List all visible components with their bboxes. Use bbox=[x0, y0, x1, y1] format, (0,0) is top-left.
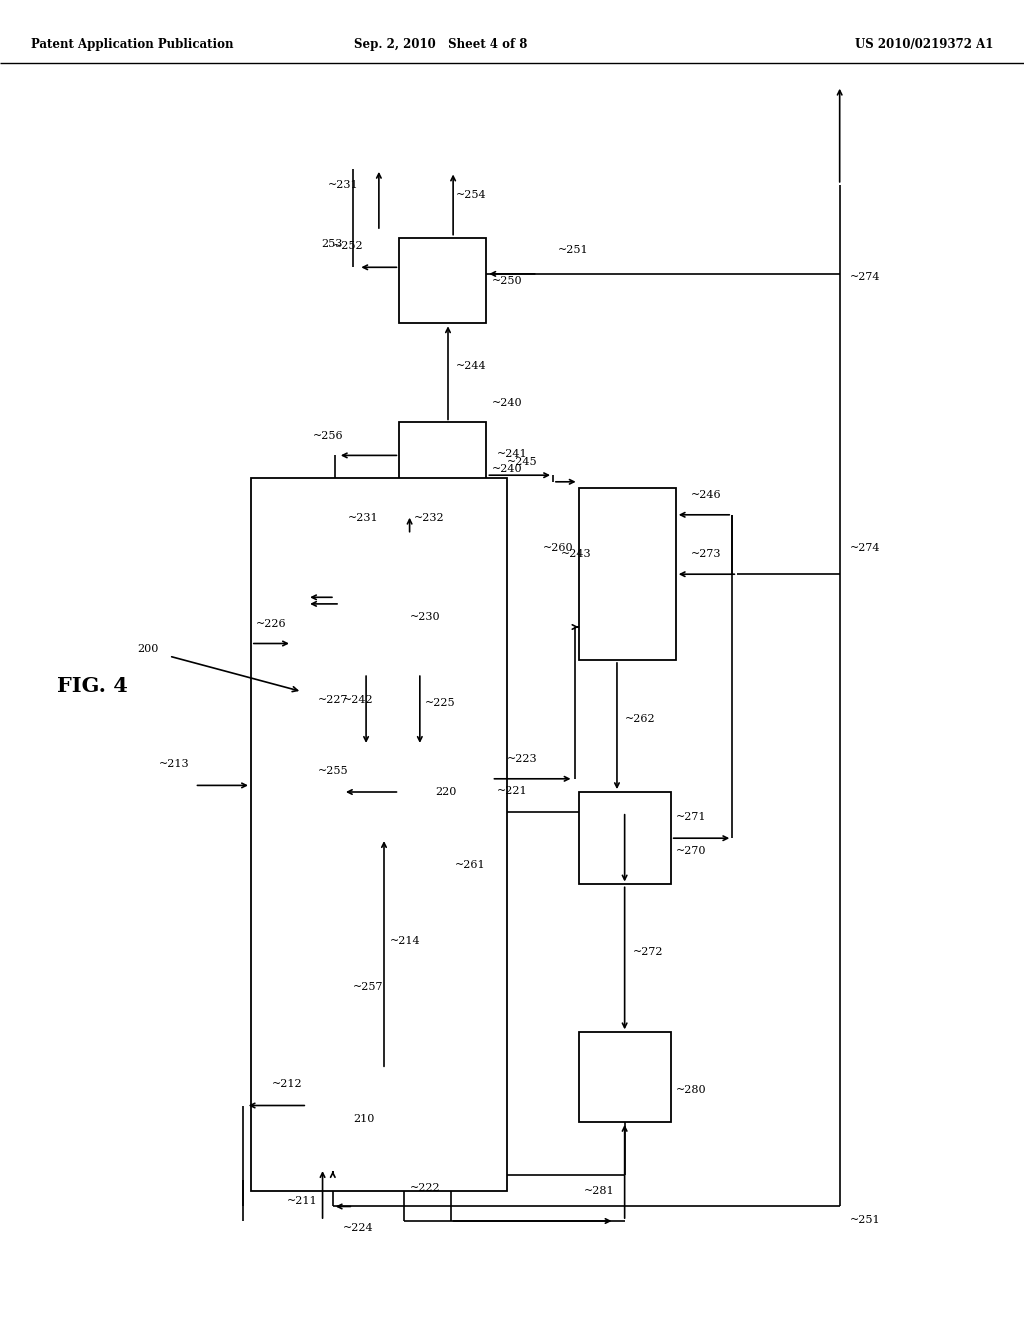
Text: ~243: ~243 bbox=[561, 549, 592, 560]
Text: FIG. 4: FIG. 4 bbox=[56, 676, 128, 697]
Text: ~230: ~230 bbox=[410, 612, 440, 622]
Text: ~221: ~221 bbox=[497, 785, 527, 796]
Text: ~242: ~242 bbox=[343, 694, 374, 705]
Bar bbox=[307, 535, 404, 673]
Text: ~281: ~281 bbox=[584, 1185, 614, 1196]
Text: ~224: ~224 bbox=[343, 1222, 374, 1233]
Text: ~225: ~225 bbox=[425, 698, 456, 708]
Text: ~231: ~231 bbox=[328, 180, 358, 190]
Text: 210: 210 bbox=[353, 1114, 374, 1123]
Text: 220: 220 bbox=[435, 787, 456, 797]
Bar bbox=[399, 238, 486, 323]
Text: ~241: ~241 bbox=[497, 449, 527, 459]
Text: ~231: ~231 bbox=[348, 513, 379, 523]
Text: ~274: ~274 bbox=[850, 272, 881, 282]
Text: ~232: ~232 bbox=[414, 513, 444, 523]
Bar bbox=[579, 792, 671, 884]
Text: ~274: ~274 bbox=[850, 543, 881, 553]
Text: ~271: ~271 bbox=[676, 812, 707, 822]
Text: ~214: ~214 bbox=[390, 936, 421, 945]
Text: ~252: ~252 bbox=[333, 242, 364, 251]
Text: ~261: ~261 bbox=[455, 859, 485, 870]
Text: ~244: ~244 bbox=[457, 362, 486, 371]
Bar bbox=[307, 1069, 420, 1168]
Text: ~251: ~251 bbox=[558, 246, 589, 255]
Bar bbox=[579, 488, 676, 660]
Text: 200: 200 bbox=[137, 644, 159, 653]
Bar bbox=[399, 422, 486, 515]
Text: US 2010/0219372 A1: US 2010/0219372 A1 bbox=[855, 38, 993, 51]
Text: ~250: ~250 bbox=[492, 276, 522, 285]
Bar bbox=[399, 746, 492, 838]
Text: ~256: ~256 bbox=[312, 430, 343, 441]
Text: Sep. 2, 2010   Sheet 4 of 8: Sep. 2, 2010 Sheet 4 of 8 bbox=[353, 38, 527, 51]
Text: ~226: ~226 bbox=[256, 619, 287, 628]
Text: ~251: ~251 bbox=[850, 1214, 881, 1225]
Bar bbox=[251, 478, 507, 1191]
Text: ~211: ~211 bbox=[287, 1196, 317, 1206]
Text: ~227: ~227 bbox=[317, 694, 348, 705]
Text: ~254: ~254 bbox=[457, 190, 486, 201]
Text: ~245: ~245 bbox=[507, 457, 538, 467]
Bar bbox=[579, 1032, 671, 1122]
Text: ~262: ~262 bbox=[625, 714, 655, 725]
Text: ~280: ~280 bbox=[676, 1085, 707, 1096]
Text: ~223: ~223 bbox=[507, 754, 538, 764]
Text: ~246: ~246 bbox=[691, 490, 722, 500]
Text: ~270: ~270 bbox=[676, 846, 707, 857]
Text: ~222: ~222 bbox=[410, 1183, 440, 1193]
Text: ~260: ~260 bbox=[543, 543, 573, 553]
Text: ~240: ~240 bbox=[492, 397, 522, 408]
Text: ~240: ~240 bbox=[492, 463, 522, 474]
Text: ~257: ~257 bbox=[353, 982, 384, 991]
Text: ~213: ~213 bbox=[159, 759, 189, 770]
Text: 253: 253 bbox=[322, 239, 343, 249]
Text: Patent Application Publication: Patent Application Publication bbox=[31, 38, 233, 51]
Text: ~272: ~272 bbox=[633, 946, 664, 957]
Text: ~273: ~273 bbox=[691, 549, 722, 560]
Text: ~212: ~212 bbox=[271, 1080, 302, 1089]
Text: ~255: ~255 bbox=[317, 766, 348, 776]
